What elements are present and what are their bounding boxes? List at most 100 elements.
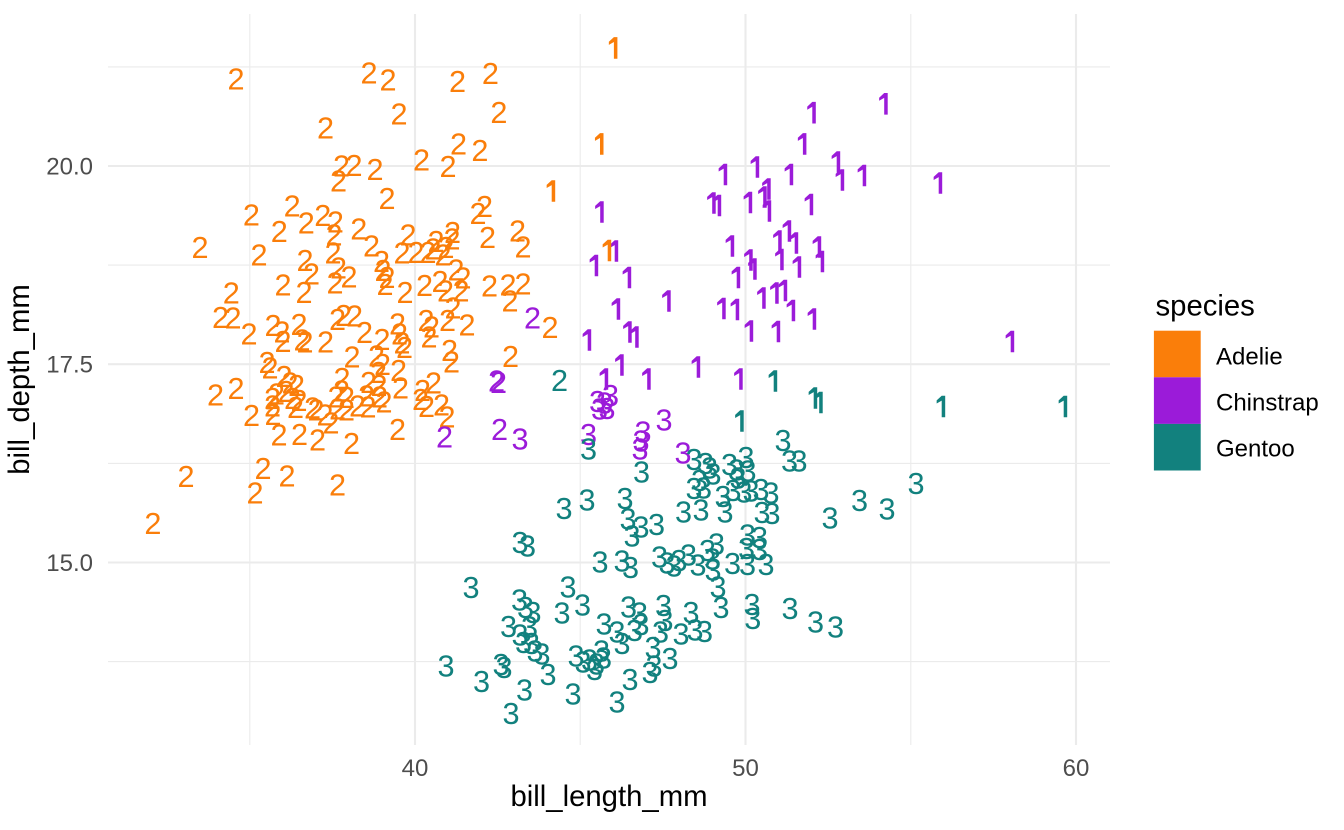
svg-text:2: 2 [433, 388, 450, 423]
svg-text:2: 2 [541, 310, 558, 345]
svg-text:3: 3 [591, 545, 608, 580]
svg-text:3: 3 [553, 596, 570, 631]
svg-text:Gentoo: Gentoo [1216, 436, 1295, 463]
svg-text:2: 2 [243, 398, 260, 433]
svg-text:2: 2 [447, 253, 464, 288]
svg-text:2: 2 [223, 276, 240, 311]
svg-text:2: 2 [343, 340, 360, 375]
svg-text:3: 3 [658, 546, 675, 581]
svg-text:3: 3 [821, 501, 838, 536]
svg-text:3: 3 [632, 510, 649, 545]
svg-text:3: 3 [674, 436, 691, 471]
svg-text:2: 2 [304, 391, 321, 426]
svg-text:2: 2 [390, 97, 407, 132]
svg-text:3: 3 [473, 664, 490, 699]
svg-text:3: 3 [524, 595, 541, 630]
svg-text:3: 3 [712, 590, 729, 625]
svg-text:2: 2 [270, 418, 287, 453]
svg-text:2: 2 [298, 206, 315, 241]
svg-text:3: 3 [517, 590, 534, 625]
svg-text:2: 2 [441, 333, 458, 368]
svg-text:Chinstrap: Chinstrap [1216, 390, 1319, 417]
svg-text:2: 2 [393, 326, 410, 361]
svg-text:2: 2 [324, 236, 341, 271]
svg-text:3: 3 [511, 583, 528, 618]
svg-text:3: 3 [714, 479, 731, 514]
svg-text:2: 2 [392, 371, 409, 406]
svg-text:3: 3 [709, 570, 726, 605]
svg-text:3: 3 [593, 634, 610, 669]
svg-text:3: 3 [632, 607, 649, 642]
svg-text:2: 2 [212, 300, 229, 335]
svg-text:3: 3 [631, 596, 648, 631]
svg-text:2: 2 [469, 196, 486, 231]
svg-text:2: 2 [268, 377, 285, 412]
svg-text:3: 3 [580, 417, 597, 452]
svg-text:2: 2 [363, 229, 380, 264]
svg-text:2: 2 [358, 379, 375, 414]
svg-text:3: 3 [716, 495, 733, 530]
svg-text:2: 2 [420, 320, 437, 355]
svg-text:2: 2 [373, 244, 390, 279]
svg-text:2: 2 [490, 95, 507, 130]
svg-text:2: 2 [227, 371, 244, 406]
svg-text:2: 2 [374, 347, 391, 382]
svg-text:2: 2 [330, 251, 347, 286]
svg-text:3: 3 [652, 615, 669, 650]
svg-text:2: 2 [360, 365, 377, 400]
svg-text:2: 2 [439, 149, 456, 184]
svg-text:2: 2 [437, 274, 454, 309]
svg-text:2: 2 [316, 398, 333, 433]
svg-text:2: 2 [370, 355, 387, 390]
svg-text:3: 3 [623, 519, 640, 554]
svg-text:3: 3 [661, 641, 678, 676]
svg-text:3: 3 [721, 447, 738, 482]
svg-text:2: 2 [207, 378, 224, 413]
svg-text:2: 2 [273, 315, 290, 350]
svg-text:2: 2 [471, 133, 488, 168]
svg-text:2: 2 [254, 451, 271, 486]
svg-text:3: 3 [622, 550, 639, 585]
svg-text:3: 3 [595, 641, 612, 676]
svg-text:3: 3 [608, 685, 625, 720]
svg-text:2: 2 [413, 143, 430, 178]
svg-text:17.5: 17.5 [46, 352, 93, 379]
svg-text:2: 2 [329, 468, 346, 503]
svg-text:2: 2 [371, 380, 388, 415]
svg-text:3: 3 [686, 613, 703, 648]
svg-text:3: 3 [589, 384, 606, 419]
svg-text:2: 2 [390, 353, 407, 388]
svg-text:3: 3 [655, 403, 672, 438]
svg-text:2: 2 [407, 235, 424, 270]
svg-text:3: 3 [523, 626, 540, 661]
svg-text:3: 3 [620, 590, 637, 625]
svg-text:3: 3 [704, 457, 721, 492]
svg-text:2: 2 [191, 230, 208, 265]
svg-text:2: 2 [396, 275, 413, 310]
svg-text:2: 2 [481, 269, 498, 304]
svg-text:3: 3 [462, 570, 479, 605]
svg-text:2: 2 [258, 345, 275, 380]
svg-text:bill_length_mm: bill_length_mm [510, 780, 707, 813]
svg-text:2: 2 [333, 148, 350, 183]
svg-text:3: 3 [807, 605, 824, 640]
svg-text:bill_depth_mm: bill_depth_mm [3, 284, 36, 475]
svg-text:3: 3 [724, 473, 741, 508]
svg-text:2: 2 [379, 63, 396, 98]
svg-text:3: 3 [742, 474, 759, 509]
svg-text:2: 2 [389, 412, 406, 447]
svg-text:3: 3 [559, 570, 576, 605]
svg-text:2: 2 [290, 383, 307, 418]
svg-text:3: 3 [651, 540, 668, 575]
svg-text:2: 2 [514, 267, 531, 302]
svg-text:3: 3 [595, 607, 612, 642]
svg-text:3: 3 [692, 493, 709, 528]
svg-text:2: 2 [314, 198, 331, 233]
svg-text:2: 2 [326, 266, 343, 301]
svg-text:2: 2 [476, 189, 493, 224]
svg-text:50: 50 [732, 755, 759, 782]
svg-text:3: 3 [608, 615, 625, 650]
svg-text:3: 3 [682, 595, 699, 630]
svg-text:2: 2 [340, 260, 357, 295]
svg-text:2: 2 [338, 380, 355, 415]
